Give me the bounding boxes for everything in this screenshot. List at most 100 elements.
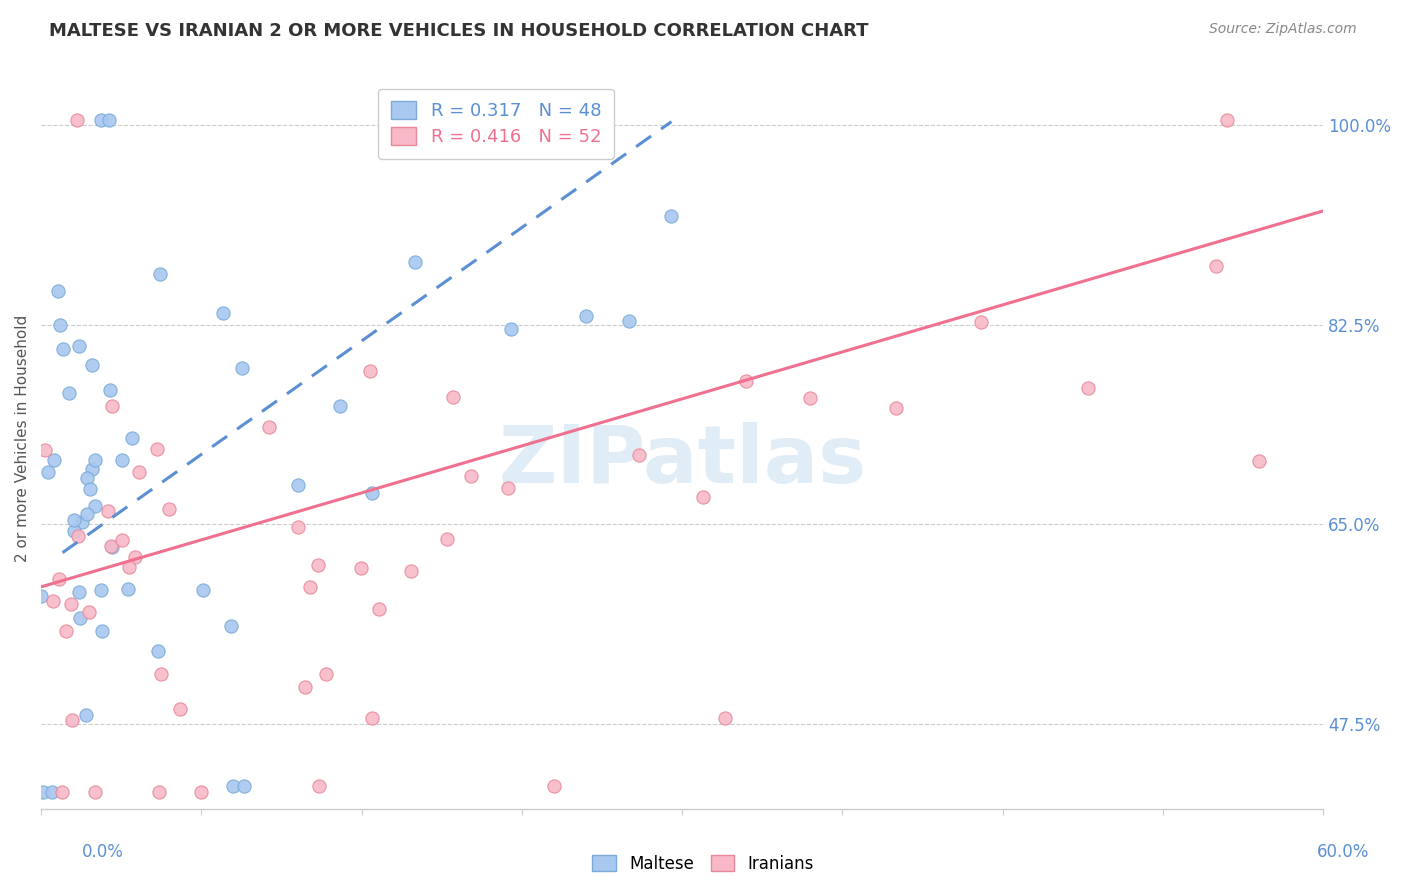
- Point: [90, 624, 112, 638]
- Point: [76, 471, 98, 485]
- Point: [350, 561, 373, 575]
- Point: [69, 611, 91, 625]
- Point: [100, 540, 122, 554]
- Point: [48, 573, 70, 587]
- Point: [96, 504, 118, 518]
- Point: [222, 779, 245, 793]
- Point: [884, 401, 907, 415]
- Point: [146, 644, 169, 658]
- Point: [148, 785, 170, 799]
- Point: [32, 785, 55, 799]
- Text: Source: ZipAtlas.com: Source: ZipAtlas.com: [1209, 22, 1357, 37]
- Legend: Maltese, Iranians: Maltese, Iranians: [586, 848, 820, 880]
- Point: [575, 309, 598, 323]
- Point: [49, 318, 72, 332]
- Point: [149, 666, 172, 681]
- Point: [75, 708, 97, 723]
- Point: [124, 550, 146, 565]
- Point: [231, 361, 253, 376]
- Point: [298, 580, 321, 594]
- Point: [69, 338, 91, 352]
- Point: [101, 541, 124, 555]
- Point: [294, 681, 316, 695]
- Point: [190, 785, 212, 799]
- Point: [80, 359, 103, 373]
- Point: [367, 602, 389, 616]
- Point: [799, 391, 821, 405]
- Point: [37, 465, 59, 479]
- Point: [191, 583, 214, 598]
- Point: [543, 779, 565, 793]
- Point: [233, 779, 256, 793]
- Point: [257, 420, 280, 434]
- Point: [30, 589, 52, 603]
- Point: [118, 560, 141, 574]
- Point: [399, 564, 422, 578]
- Text: ZIPatlas: ZIPatlas: [498, 422, 866, 500]
- Point: [361, 711, 384, 725]
- Point: [404, 254, 426, 268]
- Point: [60, 597, 83, 611]
- Point: [51, 785, 73, 799]
- Point: [70, 515, 93, 529]
- Point: [58, 386, 80, 401]
- Point: [329, 399, 352, 413]
- Y-axis label: 2 or more Vehicles in Household: 2 or more Vehicles in Household: [15, 315, 30, 562]
- Point: [79, 483, 101, 497]
- Point: [1247, 454, 1270, 468]
- Point: [628, 448, 651, 462]
- Point: [359, 364, 381, 378]
- Point: [308, 779, 330, 793]
- Point: [219, 619, 242, 633]
- Point: [970, 315, 993, 329]
- Point: [63, 524, 86, 539]
- Point: [157, 501, 180, 516]
- Text: 0.0%: 0.0%: [82, 843, 124, 861]
- Point: [83, 452, 105, 467]
- Point: [714, 711, 737, 725]
- Point: [436, 533, 458, 547]
- Point: [1077, 381, 1099, 395]
- Point: [307, 558, 329, 573]
- Point: [90, 583, 112, 598]
- Point: [117, 582, 139, 596]
- Point: [83, 785, 105, 799]
- Point: [501, 322, 523, 336]
- Text: 60.0%: 60.0%: [1316, 843, 1369, 861]
- Point: [98, 383, 121, 397]
- Point: [169, 702, 191, 716]
- Point: [287, 520, 309, 534]
- Point: [82, 461, 104, 475]
- Point: [146, 442, 169, 456]
- Point: [211, 306, 233, 320]
- Point: [41, 594, 63, 608]
- Point: [42, 453, 65, 467]
- Point: [41, 785, 63, 799]
- Point: [79, 606, 101, 620]
- Point: [735, 374, 758, 388]
- Point: [62, 513, 84, 527]
- Point: [361, 485, 384, 500]
- Point: [111, 453, 134, 467]
- Point: [287, 477, 309, 491]
- Legend: R = 0.317   N = 48, R = 0.416   N = 52: R = 0.317 N = 48, R = 0.416 N = 52: [378, 88, 614, 159]
- Point: [121, 431, 143, 445]
- Point: [128, 466, 150, 480]
- Point: [84, 499, 107, 513]
- Point: [441, 390, 464, 404]
- Point: [76, 508, 98, 522]
- Point: [661, 209, 683, 223]
- Point: [496, 481, 519, 495]
- Text: MALTESE VS IRANIAN 2 OR MORE VEHICLES IN HOUSEHOLD CORRELATION CHART: MALTESE VS IRANIAN 2 OR MORE VEHICLES IN…: [49, 22, 869, 40]
- Point: [1216, 112, 1239, 127]
- Point: [98, 112, 121, 127]
- Point: [101, 399, 124, 413]
- Point: [692, 490, 714, 504]
- Point: [66, 529, 89, 543]
- Point: [617, 314, 640, 328]
- Point: [149, 267, 172, 281]
- Point: [66, 112, 89, 127]
- Point: [67, 584, 90, 599]
- Point: [34, 443, 56, 458]
- Point: [90, 112, 112, 127]
